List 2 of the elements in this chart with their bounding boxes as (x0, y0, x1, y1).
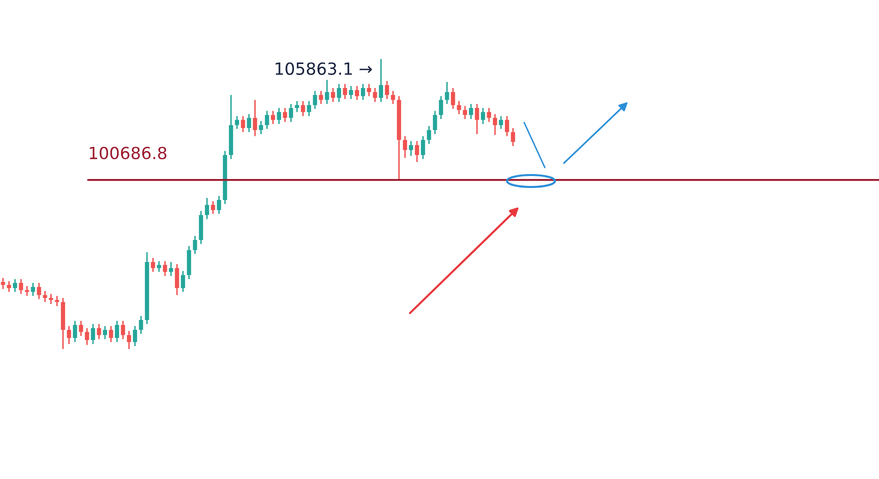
annotation: 100686.8 (90, 146, 166, 160)
annotation: 105863.1 → (276, 62, 372, 75)
